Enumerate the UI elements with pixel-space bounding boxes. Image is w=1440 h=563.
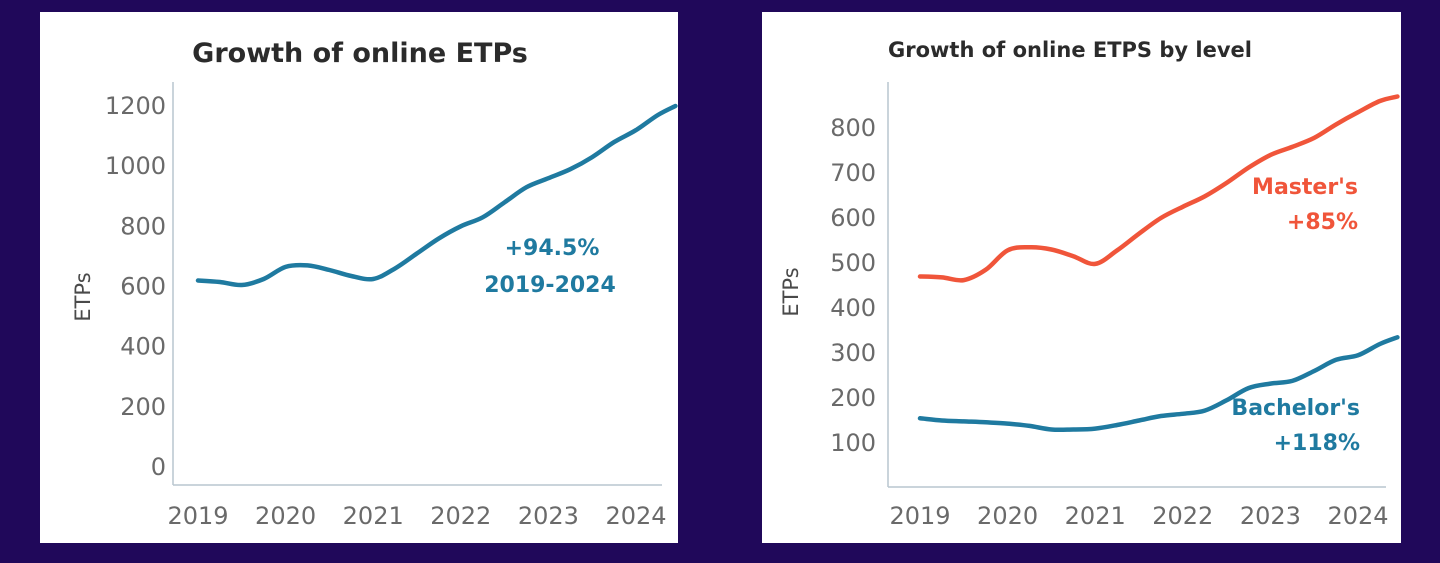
- x-tick-label: 2022: [1152, 502, 1213, 530]
- y-tick-label: 100: [830, 429, 876, 457]
- y-tick-label: 0: [151, 453, 166, 481]
- annotation-bachelors-label: Bachelor's: [1231, 396, 1360, 421]
- annotation-masters-growth: +85%: [1287, 210, 1358, 235]
- annotation-growth-period: 2019-2024: [484, 273, 616, 298]
- y-axis-label: ETPs: [779, 267, 803, 316]
- y-tick-label: 1000: [105, 152, 166, 180]
- x-tick-label: 2024: [1327, 502, 1388, 530]
- y-tick-label: 600: [830, 204, 876, 232]
- x-tick-label: 2021: [1065, 502, 1126, 530]
- annotation-bachelors-growth: +118%: [1274, 431, 1360, 456]
- y-tick-label: 200: [120, 393, 166, 421]
- y-tick-label: 600: [120, 273, 166, 301]
- x-tick-label: 2020: [255, 502, 316, 530]
- chart-title: Growth of online ETPs: [192, 38, 528, 69]
- chart-panel-growth-by-level: Growth of online ETPS by level ETPs 100 2…: [762, 12, 1401, 543]
- y-tick-label: 1200: [105, 92, 166, 120]
- x-tick-label: 2020: [977, 502, 1038, 530]
- annotation-masters-label: Master's: [1252, 175, 1358, 200]
- chart-growth-by-level: Growth of online ETPS by level ETPs 100 2…: [779, 38, 1400, 530]
- x-tick-label: 2024: [605, 502, 666, 530]
- y-tick-label: 700: [830, 159, 876, 187]
- x-tick-label: 2022: [430, 502, 491, 530]
- y-tick-label: 800: [830, 114, 876, 142]
- x-tick-label: 2019: [889, 502, 950, 530]
- y-tick-label: 800: [120, 212, 166, 240]
- x-tick-label: 2021: [343, 502, 404, 530]
- x-tick-label: 2019: [167, 502, 228, 530]
- series-line-bachelor-s: [917, 335, 1400, 433]
- y-axis-label: ETPs: [71, 272, 95, 321]
- y-tick-label: 200: [830, 384, 876, 412]
- annotation-growth-percent: +94.5%: [505, 236, 600, 261]
- series-line-etps: [195, 103, 678, 288]
- x-tick-label: 2023: [1240, 502, 1301, 530]
- series-line-master-s: [917, 94, 1400, 283]
- y-tick-label: 300: [830, 339, 876, 367]
- chart-panel-growth-etps: Growth of online ETPs ETPs 0 200 400 600 800…: [40, 12, 678, 543]
- y-tick-label: 400: [830, 294, 876, 322]
- chart-growth-etps: Growth of online ETPs ETPs 0 200 400 600 800…: [71, 38, 678, 530]
- y-tick-label: 400: [120, 333, 166, 361]
- y-tick-label: 500: [830, 249, 876, 277]
- x-tick-label: 2023: [518, 502, 579, 530]
- chart-title: Growth of online ETPS by level: [888, 38, 1252, 62]
